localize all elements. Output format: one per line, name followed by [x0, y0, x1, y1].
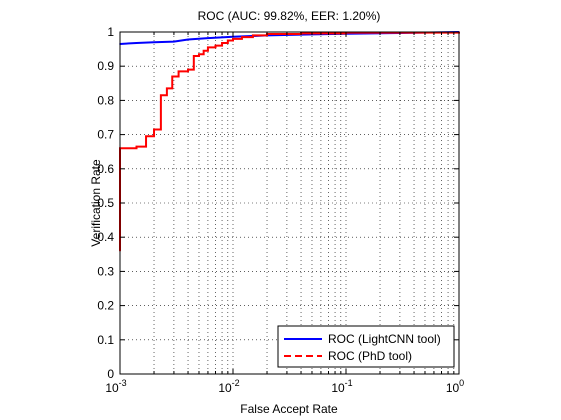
data-point [241, 36, 243, 38]
data-point [135, 42, 138, 44]
data-point [214, 44, 217, 47]
grid-lines [120, 32, 459, 374]
data-point [171, 75, 174, 78]
y-axis-label: Verification Rate [89, 159, 103, 247]
x-axis-label: False Accept Rate [240, 402, 338, 416]
y-tick-label: 0.8 [97, 93, 114, 107]
y-tick-label: 1 [107, 25, 114, 39]
data-point [232, 38, 234, 40]
data-point [202, 50, 205, 52]
legend: ROC (LightCNN tool) ROC (PhD tool) [277, 325, 455, 368]
data-point [160, 94, 162, 97]
data-point [187, 68, 189, 71]
data-point [207, 46, 209, 49]
data-point [135, 145, 138, 148]
y-tick-label: 0.1 [97, 333, 114, 347]
legend-label-lightcnn: ROC (LightCNN tool) [328, 332, 441, 346]
data-point [198, 53, 200, 56]
data-point [207, 37, 209, 39]
y-tick-label: 0.5 [97, 196, 114, 210]
data-point [227, 39, 229, 42]
series-line-phd [119, 31, 460, 251]
data-point [193, 55, 195, 57]
chart-title: ROC (AUC: 99.82%, EER: 1.20%) [198, 9, 381, 23]
axes-frame [119, 31, 460, 375]
legend-label-phd: ROC (PhD tool) [328, 349, 412, 363]
y-tick-label: 0.4 [97, 230, 114, 244]
data-point [153, 41, 155, 44]
data-point [177, 70, 180, 73]
data-point [166, 87, 168, 90]
data-point [187, 38, 189, 41]
legend-box [277, 325, 455, 368]
y-tick-label: 0.2 [97, 299, 114, 313]
y-tick-label: 0 [107, 367, 114, 381]
y-tick-label: 0.6 [97, 162, 114, 176]
data-point [173, 40, 175, 43]
y-tick-label: 0.9 [97, 59, 114, 73]
data-point [252, 34, 254, 37]
data-point [221, 42, 223, 44]
y-tick-label: 0.3 [97, 264, 114, 278]
roc-curves [119, 31, 460, 252]
data-point [145, 135, 147, 138]
data-point [153, 128, 155, 131]
y-tick-label: 0.7 [97, 128, 114, 142]
